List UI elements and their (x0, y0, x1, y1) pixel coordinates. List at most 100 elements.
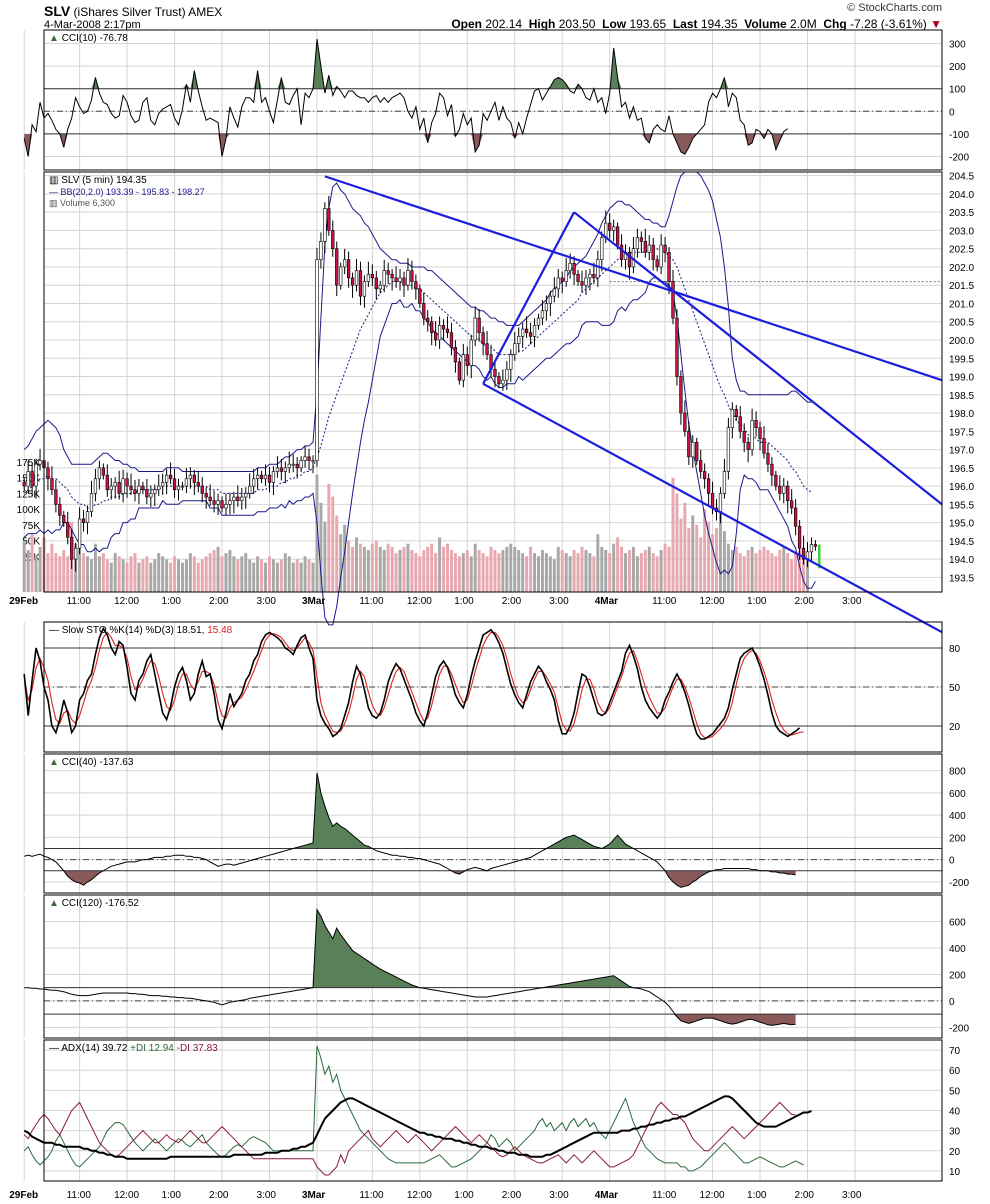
candle-body (319, 241, 323, 260)
candle-body (212, 500, 216, 505)
volume-bar (109, 562, 113, 592)
adx-tick-label: 60 (949, 1066, 961, 1077)
volume-bar (264, 562, 268, 592)
price-time-label: 3Mar (302, 596, 325, 607)
volume-bar (600, 546, 604, 592)
candle-body (564, 270, 568, 282)
candle-body (766, 452, 770, 465)
volume-bar (481, 553, 485, 592)
candle-body (667, 252, 671, 282)
volume-bar (774, 556, 778, 592)
candle-body (62, 515, 66, 523)
volume-bar (663, 543, 667, 592)
candle-body (722, 471, 727, 494)
minus-di-legend-value: 37.83 (193, 1043, 218, 1054)
candle-body (635, 237, 640, 249)
candle-body (105, 474, 109, 491)
volume-bar (537, 556, 540, 592)
candle-body (453, 347, 458, 363)
bottom-time-label: 1:00 (454, 1190, 474, 1201)
volume-bar (667, 546, 671, 592)
candle-body (382, 270, 386, 286)
cci120-tick-label: 600 (949, 917, 966, 928)
candle-body (406, 270, 410, 286)
candle-body (346, 259, 351, 279)
candle-body (556, 277, 560, 290)
cci40-legend-icon: ▲ (49, 757, 62, 768)
adx-legend: — ADX(14) 39.72 +DI 12.94 -DI 37.83 (49, 1043, 218, 1054)
candle-body (327, 208, 331, 231)
sto-tick-label: 20 (949, 722, 961, 733)
price-time-label: 3:00 (549, 596, 569, 607)
candle-body (255, 474, 260, 480)
candle-body (58, 504, 62, 516)
cci120-line (24, 907, 796, 1026)
candle-body (809, 544, 814, 553)
volume-bar (707, 521, 711, 592)
bottom-time-label: 1:00 (747, 1190, 767, 1201)
candle-body (699, 460, 703, 472)
candle-body (129, 485, 133, 491)
candle-body (331, 230, 335, 249)
volume-bar (299, 562, 303, 592)
volume-bar (315, 474, 319, 592)
candle-body (639, 237, 643, 242)
candle-body (299, 460, 303, 469)
volume-bar (635, 556, 639, 592)
volume-bar (358, 543, 362, 592)
volume-tick-label: 125K (17, 489, 41, 500)
adx-tick-label: 20 (949, 1147, 961, 1158)
volume-bar (782, 546, 786, 592)
candle-body (643, 241, 647, 253)
volume-bar (149, 562, 153, 592)
volume-bar (165, 559, 169, 592)
volume-bar (453, 553, 457, 592)
volume-bar (145, 556, 149, 592)
price-tick-label: 197.5 (949, 427, 974, 438)
volume-bar (406, 543, 410, 592)
candle-body (394, 277, 398, 282)
candle-body (366, 273, 371, 282)
adx-tick-label: 10 (949, 1167, 961, 1178)
volume-bar (592, 556, 596, 592)
candle-body (323, 208, 327, 242)
candle-body (774, 474, 778, 487)
volume-bar (311, 562, 315, 592)
volume-bar (101, 553, 105, 592)
volume-bar (786, 553, 790, 592)
adx-legend-title: ADX(14) (61, 1043, 102, 1054)
candle-body (176, 485, 181, 491)
sto-legend-icon: — (49, 625, 62, 636)
sto-legend-d: 15.48 (207, 625, 232, 636)
volume-bar (742, 556, 746, 592)
volume-bar (461, 553, 465, 592)
volume-bar (256, 556, 260, 592)
candle-body (592, 273, 596, 279)
price-time-label: 1:00 (747, 596, 767, 607)
volume-bar (802, 556, 806, 592)
candle-body (437, 325, 442, 341)
minus-di-line (23, 1101, 796, 1176)
candle-body (287, 463, 291, 469)
volume-bar (457, 556, 461, 592)
bottom-time-label: 29Feb (9, 1190, 38, 1201)
volume-bar (473, 543, 477, 592)
sto-legend: — Slow STO %K(14) %D(3) 18.51, 15.48 (49, 625, 233, 636)
volume-bar (232, 556, 236, 592)
cci120-tick-label: -200 (949, 1023, 969, 1034)
volume-bar (560, 550, 564, 592)
candle-body (778, 485, 782, 494)
candle-body (580, 281, 584, 286)
volume-bar (556, 546, 560, 592)
candle-body (675, 317, 679, 377)
sto-legend-title: Slow STO %K(14) %D(3) (62, 625, 177, 636)
candle-body (465, 354, 469, 366)
adx-legend-icon: — (49, 1043, 61, 1054)
candle-body (279, 467, 283, 472)
adx-tick-label: 70 (949, 1046, 961, 1057)
volume-bar (283, 553, 287, 592)
volume-bar (754, 553, 758, 592)
volume-bar (548, 556, 552, 592)
volume-bar (355, 537, 359, 592)
